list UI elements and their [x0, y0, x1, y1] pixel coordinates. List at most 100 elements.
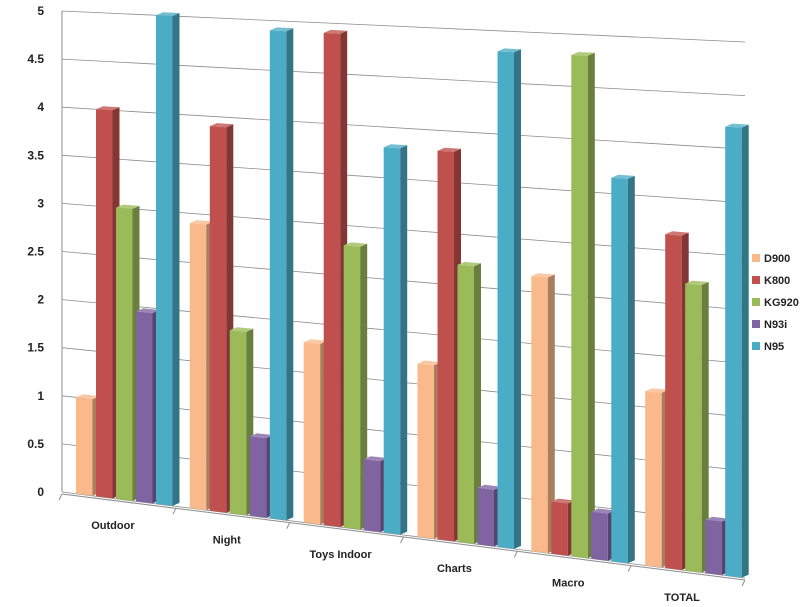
bar	[457, 261, 481, 544]
bar-top-face	[571, 52, 595, 56]
chart-bars	[76, 12, 749, 578]
bar	[136, 308, 160, 504]
bar-front-face	[116, 207, 133, 501]
bar-top-face	[457, 261, 481, 267]
bar-top-face	[591, 508, 615, 514]
bar-front-face	[209, 126, 227, 513]
bar-front-face	[685, 283, 702, 573]
bar	[645, 388, 669, 568]
bar	[437, 147, 461, 542]
legend-label: K800	[764, 275, 790, 287]
bar-front-face	[269, 30, 287, 521]
bar-front-face	[76, 397, 93, 496]
y-tick-label: 2	[37, 293, 44, 307]
bar-front-face	[96, 109, 113, 499]
bar	[363, 456, 388, 533]
bar	[705, 516, 729, 576]
bar-front-face	[229, 330, 247, 516]
bar-top-face	[665, 231, 689, 236]
bar-front-face	[417, 363, 434, 539]
y-tick-label: 4	[37, 100, 44, 114]
bar	[156, 12, 180, 506]
bar-top-face	[437, 147, 461, 152]
legend-swatch	[752, 342, 760, 350]
bar-top-face	[249, 433, 274, 439]
bar-top-face	[705, 516, 729, 522]
bar	[417, 360, 441, 539]
bar	[551, 498, 575, 556]
bar-top-face	[725, 123, 749, 128]
bar	[229, 327, 254, 516]
bar-side-face	[701, 282, 709, 573]
bar-top-face	[383, 144, 408, 149]
y-tick-label: 3	[37, 196, 44, 210]
y-axis-tick-labels: 0 0.5 1 1.5 2 2.5 3 3.5 4 4.5 5	[27, 4, 44, 499]
bar	[323, 29, 348, 528]
bar-top-face	[209, 123, 234, 128]
bar	[571, 52, 595, 559]
bar-side-face	[360, 243, 368, 530]
y-tick-label: 4.5	[27, 52, 44, 66]
bar	[249, 433, 274, 518]
bar-top-face	[96, 106, 120, 111]
x-tick-mark	[400, 536, 404, 544]
x-tick-mark	[627, 565, 632, 572]
bar	[725, 123, 749, 578]
bar-top-face	[531, 273, 555, 278]
x-tick-mark	[58, 493, 63, 501]
legend-label: N95	[764, 341, 784, 353]
bar-top-face	[363, 456, 388, 462]
x-tick-mark	[741, 579, 746, 587]
x-category-label: Night	[213, 535, 241, 547]
bar	[531, 273, 555, 554]
legend-item: KG920	[752, 297, 799, 309]
bar-front-face	[551, 501, 568, 556]
bar-front-face	[437, 150, 454, 542]
bar-side-face	[514, 49, 521, 549]
x-axis-category-labels: Outdoor Night Toys Indoor Charts Macro TOTAL	[91, 520, 700, 604]
y-tick-label: 0	[37, 485, 44, 499]
y-tick-label: 1	[37, 389, 44, 403]
x-category-label: TOTAL	[664, 592, 700, 604]
bar-front-face	[303, 342, 321, 525]
bar-front-face	[571, 55, 588, 559]
bar	[591, 508, 615, 561]
bar-front-face	[705, 519, 722, 576]
bar	[76, 394, 100, 496]
bar-top-face	[611, 174, 635, 179]
bar-top-face	[76, 394, 100, 400]
bar-top-face	[551, 498, 575, 504]
bar	[189, 220, 214, 511]
x-category-label: Outdoor	[91, 520, 135, 532]
bar-top-face	[323, 29, 348, 34]
bar-top-face	[685, 280, 709, 285]
legend-swatch	[752, 276, 760, 284]
x-category-label: Macro	[552, 578, 585, 590]
y-tick-label: 0.5	[27, 437, 44, 451]
bar	[209, 123, 234, 513]
bar	[611, 174, 635, 564]
bar-front-face	[591, 511, 608, 561]
y-tick-label: 1.5	[27, 341, 44, 355]
bar	[497, 48, 521, 549]
bar	[343, 242, 368, 530]
bar-top-face	[645, 388, 669, 393]
bar-side-face	[474, 263, 481, 544]
bar-side-face	[741, 124, 749, 578]
x-category-label: Charts	[437, 563, 472, 575]
bar	[477, 484, 501, 547]
bar-top-face	[303, 339, 328, 344]
x-tick-mark	[286, 522, 291, 529]
bar-side-face	[547, 274, 555, 554]
x-tick-mark	[513, 551, 518, 558]
bar-top-face	[189, 220, 214, 225]
y-tick-label: 2.5	[27, 245, 44, 259]
legend-label: KG920	[764, 297, 799, 309]
y-tick-label: 3.5	[27, 148, 44, 162]
bar	[116, 204, 140, 501]
legend-item: D900	[752, 253, 790, 265]
bar-front-face	[323, 32, 341, 528]
legend-swatch	[752, 254, 760, 262]
bar-front-face	[136, 311, 153, 504]
bar	[685, 280, 709, 573]
